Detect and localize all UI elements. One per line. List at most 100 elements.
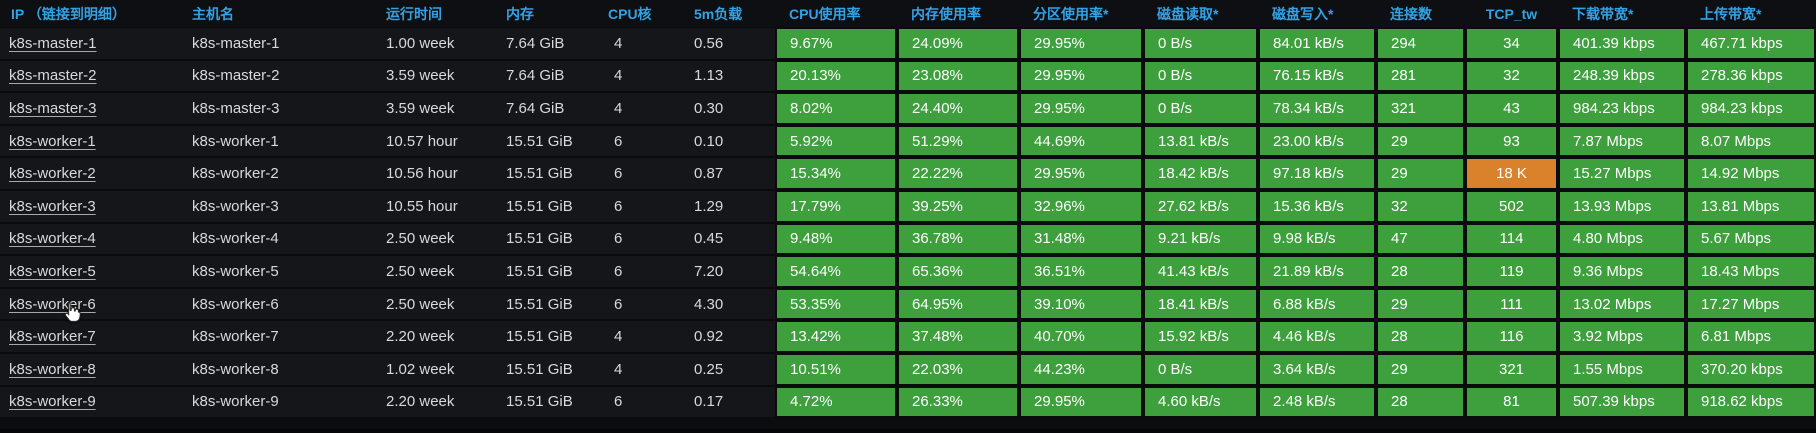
metric-value: 29.95% — [1021, 387, 1141, 417]
metric-value: 37.48% — [899, 322, 1017, 351]
cell-memory: 7.64 GiB — [500, 28, 605, 59]
cell-cpu-usage: 10.51% — [775, 353, 897, 385]
ip-link[interactable]: k8s-worker-3 — [9, 197, 96, 215]
ip-link[interactable]: k8s-worker-1 — [9, 132, 96, 150]
cell-text: 6 — [614, 295, 623, 313]
cell-text: 0.30 — [694, 99, 724, 117]
metric-value: 918.62 kbps — [1688, 387, 1814, 417]
table-row: k8s-master-3 k8s-master-3 3.59 week 7.64 Gi… — [0, 93, 1816, 126]
cell-text: 6 — [614, 262, 623, 280]
cell-uptime: 2.20 week — [380, 387, 500, 418]
ip-link[interactable]: k8s-worker-7 — [9, 328, 96, 346]
ip-link[interactable]: k8s-master-2 — [9, 67, 97, 85]
metric-value: 5.67 Mbps — [1688, 224, 1814, 254]
metric-value: 36.78% — [899, 224, 1017, 254]
ip-link[interactable]: k8s-worker-6 — [9, 295, 96, 313]
cell-mem-usage: 51.29% — [897, 125, 1019, 157]
metric-value: 17.27 Mbps — [1688, 289, 1814, 319]
cell-text: 0.92 — [694, 328, 724, 346]
metric-value: 20.13% — [777, 61, 895, 91]
cell-upload-bw: 6.81 Mbps — [1686, 321, 1816, 352]
metric-value: 10.51% — [777, 354, 895, 384]
column-header-memory[interactable]: 内存 — [506, 5, 534, 22]
metric-value: 28 — [1378, 387, 1463, 417]
ip-link[interactable]: k8s-master-1 — [9, 34, 97, 52]
metric-value: 15.36 kB/s — [1260, 191, 1374, 221]
column-header-disk-write[interactable]: 磁盘写入* — [1272, 5, 1334, 22]
cell-ip: k8s-worker-2 — [0, 158, 185, 189]
cell-cpu-usage: 15.34% — [775, 158, 897, 189]
table-row: k8s-worker-8 k8s-worker-8 1.02 week 15.51 G… — [0, 353, 1816, 387]
column-header-mem-usage[interactable]: 内存使用率 — [911, 5, 981, 22]
cell-mem-usage: 39.25% — [897, 190, 1019, 222]
metric-value: 2.48 kB/s — [1260, 387, 1374, 417]
cell-cpu-usage: 20.13% — [775, 60, 897, 92]
cell-text: k8s-master-2 — [192, 67, 280, 85]
cell-load-5m: 0.17 — [690, 387, 775, 418]
cell-disk-write: 84.01 kB/s — [1258, 28, 1376, 59]
column-header-partition-usage[interactable]: 分区使用率* — [1033, 5, 1109, 22]
cell-text: 10.55 hour — [386, 197, 458, 215]
cell-disk-read: 27.62 kB/s — [1143, 190, 1258, 222]
cell-tcp-tw: 43 — [1465, 93, 1558, 124]
metric-value: 14.92 Mbps — [1688, 159, 1814, 188]
cell-text: 15.51 GiB — [506, 262, 573, 280]
cell-download-bw: 3.92 Mbps — [1558, 321, 1686, 352]
cell-mem-usage: 22.03% — [897, 353, 1019, 385]
ip-link[interactable]: k8s-worker-5 — [9, 262, 96, 280]
metric-value: 23.08% — [899, 61, 1017, 91]
cell-disk-read: 13.81 kB/s — [1143, 125, 1258, 157]
cell-text: k8s-worker-1 — [192, 132, 279, 150]
cell-ip: k8s-master-2 — [0, 61, 185, 92]
cell-hostname: k8s-master-3 — [185, 93, 380, 124]
column-header-tcp-tw[interactable]: TCP_tw — [1485, 5, 1538, 22]
cell-text: k8s-worker-7 — [192, 328, 279, 346]
column-header-ip[interactable]: IP （链接到明细） — [11, 5, 126, 22]
cell-text: 2.50 week — [386, 230, 455, 248]
cell-mem-usage: 24.09% — [897, 28, 1019, 59]
cell-ip: k8s-master-3 — [0, 93, 185, 124]
metric-value: 31.48% — [1021, 224, 1141, 254]
column-header-uptime[interactable]: 运行时间 — [386, 5, 442, 22]
metric-value: 44.23% — [1021, 354, 1141, 384]
metric-value: 13.81 Mbps — [1688, 191, 1814, 221]
cell-memory: 7.64 GiB — [500, 61, 605, 92]
metric-value: 24.09% — [899, 29, 1017, 58]
cell-cpu-cores: 6 — [605, 224, 690, 255]
column-header-load-5m[interactable]: 5m负载 — [694, 5, 743, 22]
ip-link[interactable]: k8s-worker-8 — [9, 360, 96, 378]
column-header-disk-read[interactable]: 磁盘读取* — [1157, 5, 1219, 22]
cell-disk-write: 76.15 kB/s — [1258, 60, 1376, 92]
cell-download-bw: 13.93 Mbps — [1558, 190, 1686, 222]
ip-link[interactable]: k8s-worker-4 — [9, 230, 96, 248]
metric-value: 116 — [1467, 322, 1556, 351]
column-header-cpu-cores[interactable]: CPU核 — [608, 5, 652, 22]
metric-value: 81 — [1467, 387, 1556, 417]
cell-download-bw: 401.39 kbps — [1558, 28, 1686, 59]
cell-text: 4 — [614, 360, 623, 378]
column-header-upload-bw[interactable]: 上传带宽* — [1700, 5, 1762, 22]
ip-link[interactable]: k8s-master-3 — [9, 99, 97, 117]
ip-link[interactable]: k8s-worker-2 — [9, 165, 96, 183]
cell-mem-usage: 37.48% — [897, 321, 1019, 352]
column-header-cpu-usage[interactable]: CPU使用率 — [789, 5, 861, 22]
cell-uptime: 3.59 week — [380, 61, 500, 92]
metric-value: 4.46 kB/s — [1260, 322, 1374, 351]
cell-tcp-tw: 116 — [1465, 321, 1558, 352]
column-header-download-bw[interactable]: 下载带宽* — [1572, 5, 1634, 22]
column-header-connections[interactable]: 连接数 — [1390, 5, 1432, 22]
column-header-hostname[interactable]: 主机名 — [192, 5, 234, 22]
metric-value: 23.00 kB/s — [1260, 126, 1374, 156]
cell-text: k8s-worker-4 — [192, 230, 279, 248]
cell-uptime: 2.20 week — [380, 321, 500, 352]
metric-value: 984.23 kbps — [1560, 94, 1684, 123]
cell-disk-write: 97.18 kB/s — [1258, 158, 1376, 189]
metric-value: 4.60 kB/s — [1145, 387, 1256, 417]
ip-link[interactable]: k8s-worker-9 — [9, 393, 96, 411]
cell-text: 4 — [614, 67, 623, 85]
cell-upload-bw: 278.36 kbps — [1686, 60, 1816, 92]
cell-text: k8s-worker-3 — [192, 197, 279, 215]
cell-text: 15.51 GiB — [506, 230, 573, 248]
metric-value: 0 B/s — [1145, 354, 1256, 384]
